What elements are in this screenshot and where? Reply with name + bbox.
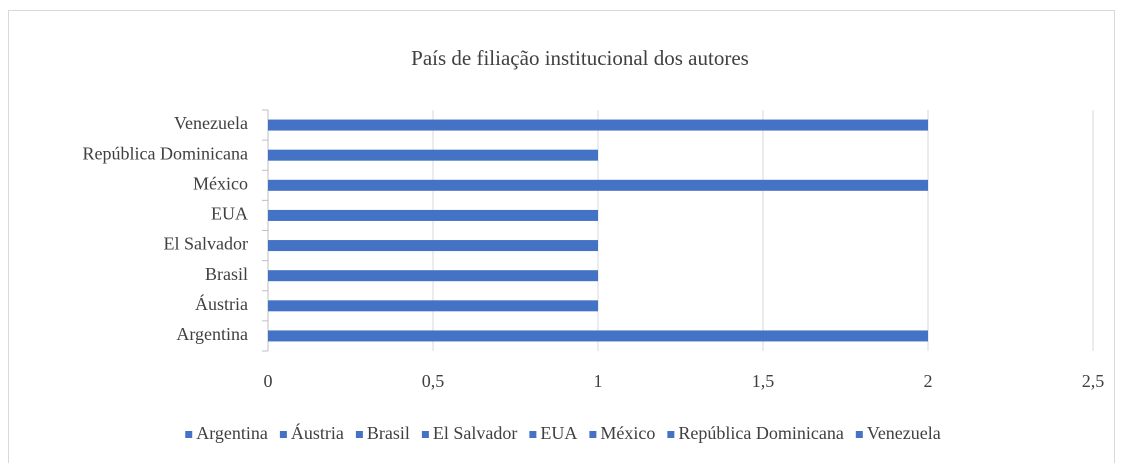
bar bbox=[268, 149, 598, 161]
legend-label: El Salvador bbox=[433, 423, 517, 443]
x-tick-label: 1,5 bbox=[752, 371, 775, 391]
y-tick-label: Venezuela bbox=[174, 113, 248, 133]
bar bbox=[268, 300, 598, 312]
legend-swatch bbox=[667, 431, 675, 438]
x-tick-label: 0 bbox=[264, 371, 273, 391]
bar bbox=[268, 330, 928, 342]
chart-title: País de filiação institucional dos autor… bbox=[411, 46, 749, 70]
x-tick-label: 1 bbox=[594, 371, 603, 391]
y-tick-label: EUA bbox=[211, 204, 248, 224]
legend-swatch bbox=[355, 431, 363, 438]
y-tick-label: Áustria bbox=[195, 293, 248, 314]
y-tick-label: El Salvador bbox=[164, 234, 248, 254]
legend-label: Argentina bbox=[196, 423, 268, 443]
bar bbox=[268, 240, 598, 252]
legend-label: Venezuela bbox=[867, 423, 941, 443]
legend-label: Áustria bbox=[291, 422, 344, 443]
legend-label: EUA bbox=[540, 423, 577, 443]
legend-swatch bbox=[589, 431, 597, 438]
bar bbox=[268, 209, 598, 221]
legend-swatch bbox=[529, 431, 537, 438]
legend-swatch bbox=[185, 431, 193, 438]
y-tick-label: Argentina bbox=[176, 324, 248, 344]
y-tick-label: Brasil bbox=[205, 264, 248, 284]
legend-label: México bbox=[600, 423, 655, 443]
y-tick-label: República Dominicana bbox=[83, 143, 248, 163]
x-tick-label: 0,5 bbox=[422, 371, 445, 391]
legend-label: República Dominicana bbox=[678, 423, 843, 443]
legend-label: Brasil bbox=[367, 423, 410, 443]
legend-swatch bbox=[855, 431, 863, 438]
chart-border bbox=[8, 10, 1115, 463]
bar bbox=[268, 119, 928, 131]
bar bbox=[268, 270, 598, 282]
x-tick-label: 2,5 bbox=[1082, 371, 1105, 391]
y-tick-label: México bbox=[193, 173, 248, 193]
x-tick-label: 2 bbox=[924, 371, 933, 391]
legend-swatch bbox=[421, 431, 429, 438]
bar bbox=[268, 179, 928, 191]
legend-swatch bbox=[279, 431, 287, 438]
